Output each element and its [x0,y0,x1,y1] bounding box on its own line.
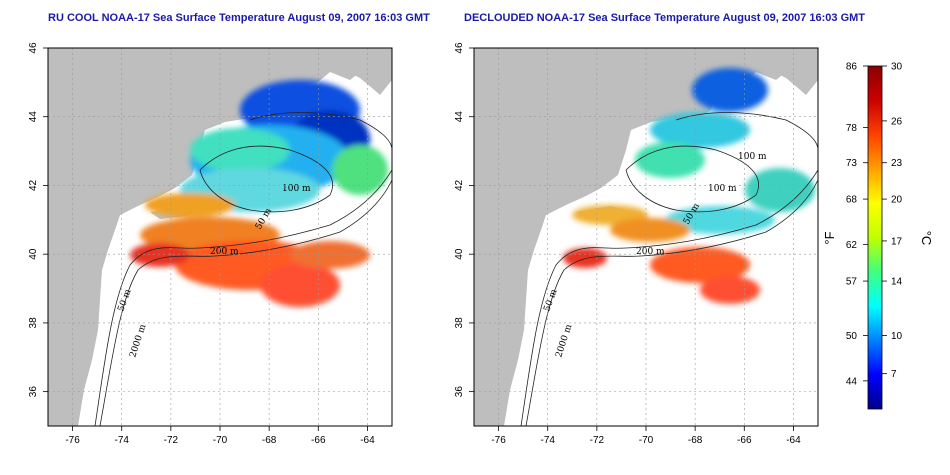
panel-left-title: RU COOL NOAA-17 Sea Surface Temperature … [48,12,430,24]
colorbar-label-f: 78 [846,123,858,134]
contour-label-200m-left: 200 m [210,247,239,257]
contour-label-100m-a-right: 100 m [738,152,767,162]
axis-ticks-left: -76 -74 -72 -70 -68 -66 -64 46 44 42 40 38 36 [28,42,375,446]
colorbar-label-c: 7 [891,369,897,380]
x-tick-label: -66 [737,435,752,446]
x-tick-label: -74 [540,435,555,446]
x-tick-label: -66 [311,435,326,446]
y-tick-label: 42 [454,179,465,191]
x-tick-label: -70 [639,435,654,446]
y-tick-label: 42 [28,179,39,191]
x-tick-label: -68 [688,435,703,446]
x-tick-label: -68 [262,435,277,446]
y-tick-label: 44 [454,111,465,123]
contour-label-200m-right: 200 m [636,247,665,257]
map-panel-left: 100 m 200 m 50 m 50 m 2000 m -76 -74 -72 -7… [28,42,393,446]
axis-ticks-right: -76 -74 -72 -70 -68 -66 -64 46 44 42 40 38 36 [454,42,801,446]
sst-field-right [563,68,815,304]
y-tick-label: 38 [28,317,39,329]
colorbar-label-c: 17 [891,236,903,247]
colorbar: 86 78 73 68 62 57 50 44 30 26 23 20 17 14 10 7 °F °C [822,62,934,410]
grid-right [474,47,818,426]
colorbar-label-f: 68 [846,195,858,206]
colorbar-label-c: 26 [891,116,903,127]
contour-label-100m-b-right: 100 m [708,184,737,194]
y-tick-label: 38 [454,317,465,329]
colorbar-label-c: 10 [891,331,903,342]
bathymetry-contours-left [94,112,392,426]
land-mass-left [48,48,392,426]
colorbar-label-f: 50 [846,331,858,342]
x-tick-label: -74 [114,435,129,446]
bathymetry-contours-right [520,112,818,426]
colorbar-label-f: 44 [846,376,858,387]
colorbar-label-c: 30 [891,62,903,73]
contour-label-100m-left: 100 m [282,184,311,194]
panel-right-title: DECLOUDED NOAA-17 Sea Surface Temperatur… [464,12,866,24]
y-tick-label: 40 [454,248,465,260]
x-tick-label: -72 [590,435,605,446]
colorbar-gradient [867,65,883,410]
colorbar-label-c: 14 [891,277,903,288]
x-tick-label: -64 [360,435,375,446]
x-tick-label: -72 [164,435,179,446]
colorbar-label-f: 86 [846,62,858,73]
x-tick-label: -76 [65,435,80,446]
x-tick-label: -76 [491,435,506,446]
x-tick-label: -64 [786,435,801,446]
y-tick-label: 40 [28,248,39,260]
colorbar-unit-celsius: °C [919,231,934,246]
y-tick-label: 36 [28,386,39,398]
y-tick-label: 36 [454,386,465,398]
y-tick-label: 46 [28,42,39,54]
sst-field-left [130,80,388,307]
land-mass-right [474,48,818,426]
colorbar-label-f: 62 [846,240,858,251]
colorbar-unit-fahrenheit: °F [822,231,837,244]
colorbar-labels: 86 78 73 68 62 57 50 44 30 26 23 20 17 14 10 7 [846,62,903,388]
y-tick-label: 44 [28,111,39,123]
colorbar-label-c: 23 [891,158,903,169]
x-tick-label: -70 [213,435,228,446]
colorbar-label-c: 20 [891,195,903,206]
colorbar-label-f: 73 [846,158,858,169]
map-panel-right: 100 m 100 m 200 m 50 m 50 m 2000 m -76 -7… [454,42,819,446]
y-tick-label: 46 [454,42,465,54]
colorbar-label-f: 57 [846,277,858,288]
